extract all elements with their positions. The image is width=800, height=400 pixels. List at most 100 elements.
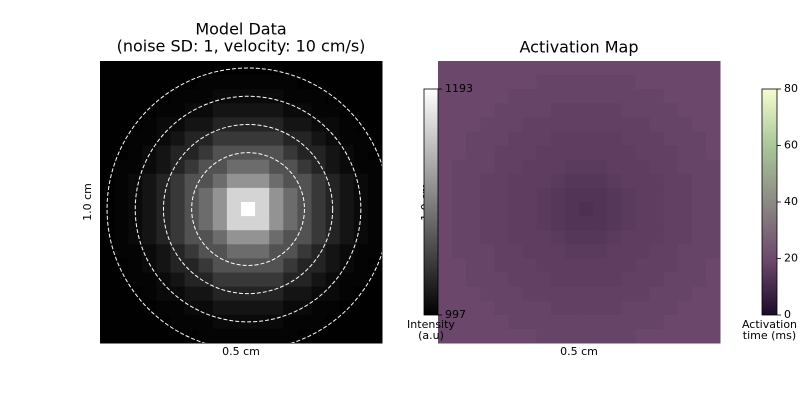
heatmap-cell — [691, 328, 707, 344]
heatmap-cell — [480, 202, 495, 217]
heatmap-cell — [508, 258, 524, 273]
heatmap-cell — [593, 216, 608, 231]
heatmap-cell — [593, 328, 608, 344]
heatmap-cell — [226, 244, 242, 259]
heatmap-cell — [522, 103, 538, 118]
heatmap-cell — [691, 286, 707, 302]
heatmap-cell — [480, 173, 495, 189]
heatmap-cell — [212, 258, 228, 273]
heatmap-cell — [255, 89, 270, 104]
heatmap-cell — [142, 61, 157, 76]
heatmap-cell — [311, 216, 327, 231]
heatmap-cell — [480, 258, 495, 273]
heatmap-cell — [297, 328, 312, 344]
heatmap-cell — [480, 286, 495, 302]
heatmap-cell — [466, 258, 481, 273]
heatmap-cell — [142, 173, 157, 189]
heatmap-cell — [325, 75, 341, 90]
heatmap-cell — [663, 187, 679, 203]
heatmap-cell — [100, 131, 115, 147]
heatmap-cell — [170, 117, 186, 132]
heatmap-cell — [607, 328, 622, 344]
heatmap-cell — [325, 314, 341, 330]
heatmap-cell — [241, 103, 256, 118]
heatmap-cell — [170, 187, 186, 203]
heatmap-cell — [128, 202, 143, 217]
heatmap-cell — [480, 131, 495, 147]
heatmap-cell — [663, 272, 679, 288]
heatmap-cell — [452, 328, 467, 344]
heatmap-cell — [621, 89, 636, 104]
heatmap-cell — [677, 328, 693, 344]
heatmap-cell — [677, 173, 693, 189]
heatmap-cell — [579, 286, 594, 302]
heatmap-cell — [198, 216, 214, 231]
heatmap-cell — [550, 159, 566, 175]
heatmap-cell — [480, 159, 495, 175]
heatmap-cell — [663, 145, 679, 161]
heatmap-cell — [170, 328, 186, 344]
heatmap-cell — [705, 131, 721, 147]
heatmap-cell — [691, 216, 707, 231]
heatmap-cell — [705, 61, 721, 76]
y-axis-label: 1.0 cm — [81, 183, 94, 221]
heatmap-cell — [283, 117, 298, 132]
heatmap-cell — [353, 61, 369, 76]
heatmap-cell — [325, 272, 341, 288]
heatmap-cell — [466, 300, 481, 316]
heatmap-cell — [255, 216, 270, 231]
heatmap-cell — [593, 300, 608, 316]
heatmap-cell — [353, 145, 369, 161]
heatmap-cell — [508, 117, 524, 132]
heatmap-cell — [339, 202, 355, 217]
heatmap-cell — [649, 75, 665, 90]
heatmap-cell — [452, 258, 467, 273]
heatmap-cell — [339, 286, 355, 302]
heatmap-cell — [339, 216, 355, 231]
heatmap-cell — [297, 300, 312, 316]
heatmap-cell — [508, 131, 524, 147]
heatmap-cell — [212, 286, 228, 302]
heatmap-cell — [142, 314, 157, 330]
heatmap-cell — [691, 75, 707, 90]
heatmap-cell — [241, 159, 256, 175]
heatmap-cell — [480, 244, 495, 259]
heatmap-cell — [212, 272, 228, 288]
heatmap-cell — [114, 216, 129, 231]
heatmap-cell — [564, 300, 580, 316]
heatmap-cell — [649, 244, 665, 259]
heatmap-cell — [128, 75, 143, 90]
heatmap-cell — [621, 75, 636, 90]
heatmap-cell — [579, 187, 594, 203]
heatmap-cell — [212, 131, 228, 147]
heatmap-cell — [142, 103, 157, 118]
heatmap-cell — [114, 159, 129, 175]
heatmap-cell — [198, 286, 214, 302]
heatmap-cell — [691, 173, 707, 189]
heatmap-cell — [311, 187, 327, 203]
heatmap-cell — [508, 75, 524, 90]
heatmap-cell — [536, 328, 552, 344]
heatmap-cell — [184, 230, 200, 245]
heatmap-cell — [691, 117, 707, 132]
heatmap-cell — [198, 202, 214, 217]
heatmap-cell — [297, 187, 312, 203]
heatmap-cell — [283, 286, 298, 302]
heatmap-cell — [367, 159, 383, 175]
heatmap-cell — [114, 89, 129, 104]
heatmap-cell — [550, 89, 566, 104]
heatmap-cell — [325, 131, 341, 147]
heatmap-cell — [325, 117, 341, 132]
heatmap-cell — [635, 159, 650, 175]
heatmap-cell — [607, 61, 622, 76]
heatmap-cell — [353, 244, 369, 259]
heatmap-cell — [564, 202, 580, 217]
colorbar-tick-label: 0 — [784, 308, 791, 321]
heatmap-cell — [255, 159, 270, 175]
heatmap-cell — [269, 258, 284, 273]
heatmap-cell — [114, 244, 129, 259]
heatmap-cell — [339, 131, 355, 147]
heatmap-cell — [550, 117, 566, 132]
heatmap-cell — [579, 103, 594, 118]
heatmap-cell — [564, 258, 580, 273]
